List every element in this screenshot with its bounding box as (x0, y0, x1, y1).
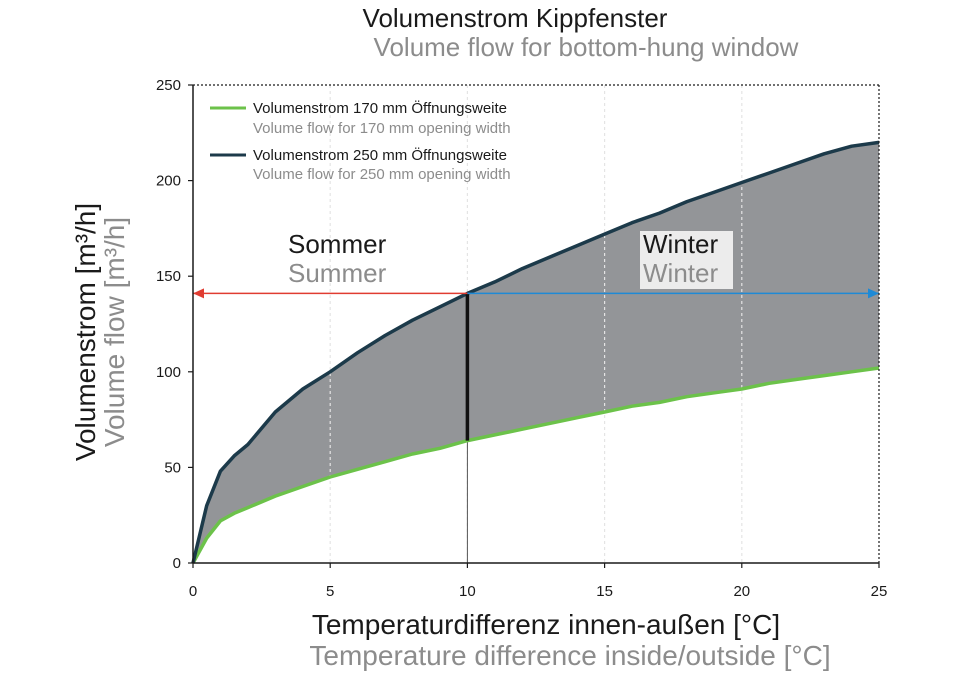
y-tick-label: 150 (156, 268, 181, 285)
legend: Volumenstrom 170 mm Öffnungsweite Volume… (210, 99, 511, 183)
x-tick-label: 10 (459, 583, 476, 600)
x-axis-label-en: Temperature difference inside/outside [°… (309, 640, 830, 671)
y-tick-label: 50 (164, 459, 181, 476)
legend-label-170-en: Volume flow for 170 mm opening width (253, 120, 511, 137)
winter-label-box (640, 231, 733, 289)
winter-arrow-head (868, 288, 879, 299)
chart-title: Volumenstrom Kippfenster (363, 3, 668, 33)
x-tick-label: 25 (871, 583, 888, 600)
x-tick-label: 15 (596, 583, 613, 600)
legend-label-250-en: Volume flow for 250 mm opening width (253, 166, 511, 183)
y-tick-label: 200 (156, 173, 181, 190)
y-tick-label: 0 (173, 555, 181, 572)
y-tick-label: 100 (156, 364, 181, 381)
y-axis-label: Volumenstrom [m³/h] (70, 203, 101, 461)
x-tick-label: 20 (733, 583, 750, 600)
legend-label-250: Volumenstrom 250 mm Öffnungsweite (253, 146, 507, 164)
x-tick-label: 0 (189, 583, 197, 600)
legend-label-170: Volumenstrom 170 mm Öffnungsweite (253, 99, 507, 117)
zone-label-winter-en: Winter (643, 258, 718, 288)
series-line-1 (191, 140, 880, 564)
series-line-0 (191, 366, 880, 564)
x-axis-label: Temperaturdifferenz innen-außen [°C] (312, 609, 780, 640)
y-axis-label-en: Volume flow [m³/h] (99, 217, 130, 447)
y-tick-label: 250 (156, 77, 181, 94)
x-tick-label: 5 (326, 583, 334, 600)
zone-label-winter: Winter (643, 229, 718, 259)
zone-label-summer: Sommer (288, 229, 387, 259)
chart-subtitle: Volume flow for bottom-hung window (374, 32, 799, 62)
zone-label-summer-en: Summer (288, 258, 387, 288)
summer-arrow-head (193, 288, 204, 299)
